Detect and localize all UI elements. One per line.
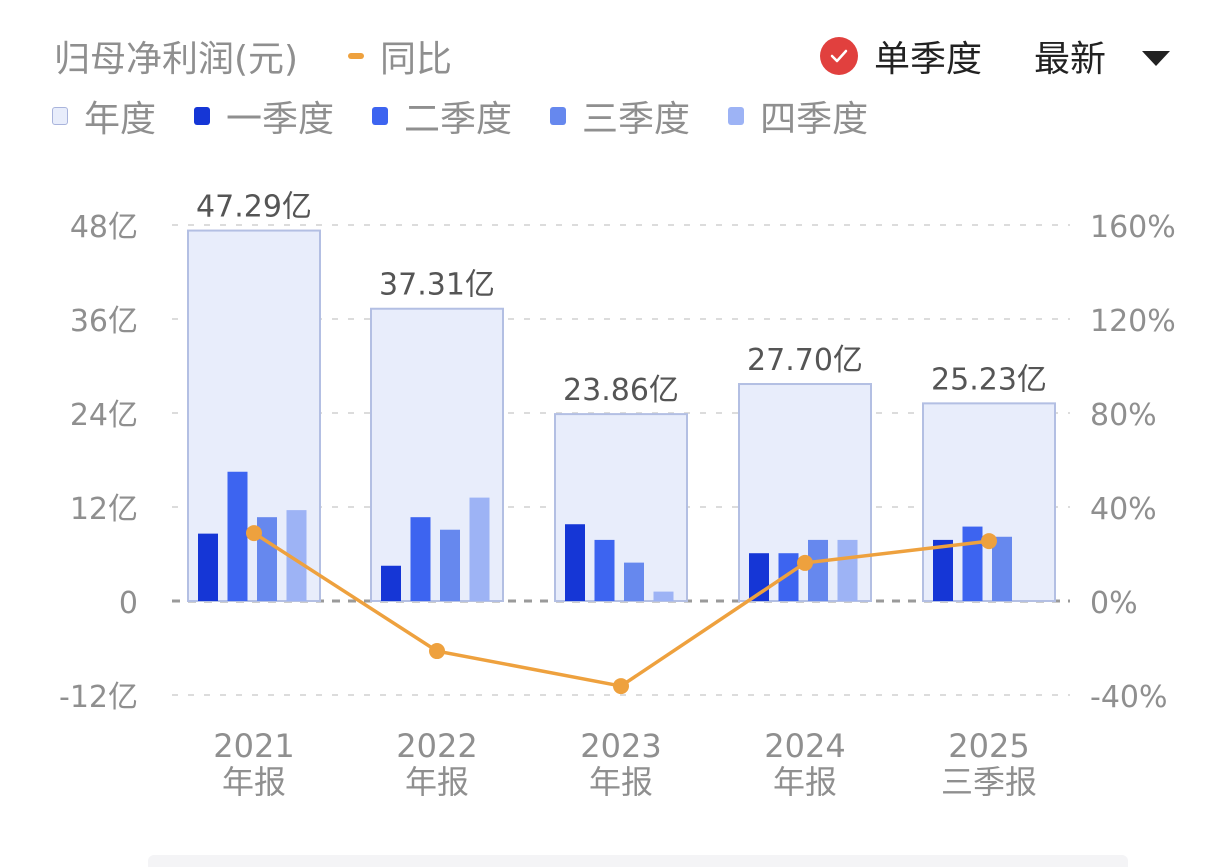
yoy-point[interactable] — [797, 554, 813, 571]
quarter-bar-q3[interactable] — [440, 529, 460, 601]
x-axis-label: 年报 — [773, 763, 837, 801]
yoy-point[interactable] — [429, 643, 445, 660]
quarter-bar-q4[interactable] — [653, 591, 674, 601]
yoy-point[interactable] — [246, 525, 262, 542]
dropdown-triangle-icon — [1142, 50, 1171, 66]
legend-item-q4[interactable]: 四季度 — [728, 90, 868, 142]
left-axis-tick: 0 — [119, 586, 138, 621]
bottom-scroll-panel — [148, 855, 1128, 867]
x-axis-label: 2024 — [764, 727, 845, 765]
single-quarter-toggle[interactable]: 单季度 — [820, 30, 982, 82]
annual-swatch-icon — [52, 107, 68, 125]
left-axis-tick: 12亿 — [70, 492, 138, 527]
legend-label: 四季度 — [760, 99, 869, 140]
x-axis-label: 年报 — [222, 763, 286, 801]
left-axis-tick: 36亿 — [70, 304, 138, 339]
yoy-point[interactable] — [613, 678, 629, 695]
annual-value-label: 47.29亿 — [196, 190, 312, 225]
x-axis-label: 年报 — [405, 763, 469, 801]
right-axis-tick: 80% — [1090, 398, 1157, 433]
line-legend-icon — [348, 53, 364, 59]
right-axis-tick: 160% — [1090, 210, 1176, 245]
checkmark-icon[interactable] — [820, 37, 858, 75]
q2-swatch-icon — [372, 107, 389, 125]
legend-item-annual[interactable]: 年度 — [52, 90, 156, 142]
annual-value-label: 23.86亿 — [563, 373, 679, 408]
quarter-bar-q2[interactable] — [410, 517, 431, 601]
legend-label-yoy: 同比 — [380, 39, 453, 80]
quarter-bar-q4[interactable] — [837, 539, 858, 601]
legend-label: 二季度 — [404, 99, 513, 140]
q1-swatch-icon — [194, 107, 211, 125]
quarter-bar-q1[interactable] — [565, 524, 585, 601]
x-axis-label: 2022 — [396, 727, 477, 765]
quarter-bar-q4[interactable] — [286, 510, 307, 601]
x-axis-label: 三季报 — [941, 763, 1037, 801]
legend-item-q3[interactable]: 三季度 — [550, 90, 690, 142]
legend-label: 一季度 — [226, 99, 335, 140]
legend-label: 三季度 — [582, 99, 691, 140]
q4-swatch-icon — [728, 107, 745, 125]
left-axis-tick: -12亿 — [59, 680, 138, 715]
x-axis-label: 2023 — [580, 727, 661, 765]
x-axis-label: 2025 — [948, 727, 1029, 765]
right-axis-tick: 40% — [1090, 492, 1157, 527]
annual-value-label: 25.23亿 — [931, 362, 1047, 397]
left-axis-tick: 24亿 — [70, 398, 138, 433]
left-axis-tick: 48亿 — [70, 210, 138, 245]
quarter-bar-q3[interactable] — [624, 562, 644, 601]
legend-item-q1[interactable]: 一季度 — [194, 90, 334, 142]
sort-label: 最新 — [1034, 39, 1107, 80]
quarter-bar-q1[interactable] — [381, 565, 401, 601]
right-axis-tick: -40% — [1090, 680, 1168, 715]
yoy-point[interactable] — [981, 533, 997, 550]
quarter-bar-q2[interactable] — [778, 553, 799, 601]
x-axis-label: 年报 — [589, 763, 653, 801]
quarter-bar-q1[interactable] — [198, 533, 218, 601]
series-legend: 年度 一季度 二季度 三季度 四季度 — [52, 90, 906, 142]
quarter-bar-q2[interactable] — [594, 539, 615, 601]
quarter-bar-q1[interactable] — [933, 539, 953, 601]
annual-value-label: 27.70亿 — [747, 343, 863, 378]
single-quarter-label: 单季度 — [874, 39, 983, 80]
quarter-bar-q3[interactable] — [808, 539, 828, 601]
quarter-bar-q4[interactable] — [469, 497, 490, 601]
right-axis-tick: 0% — [1090, 586, 1138, 621]
chart-title: 归母净利润(元) — [54, 39, 299, 80]
sort-dropdown[interactable]: 最新 — [1034, 30, 1171, 82]
quarter-bar-q3[interactable] — [992, 536, 1012, 601]
quarter-bar-q2[interactable] — [962, 526, 983, 601]
x-axis-label: 2021 — [213, 727, 294, 765]
q3-swatch-icon — [550, 107, 567, 125]
legend-item-yoy[interactable]: 同比 — [348, 30, 452, 82]
legend-item-q2[interactable]: 二季度 — [372, 90, 512, 142]
legend-label: 年度 — [84, 99, 157, 140]
annual-value-label: 37.31亿 — [379, 268, 495, 303]
right-axis-tick: 120% — [1090, 304, 1176, 339]
quarter-bar-q2[interactable] — [227, 471, 248, 601]
